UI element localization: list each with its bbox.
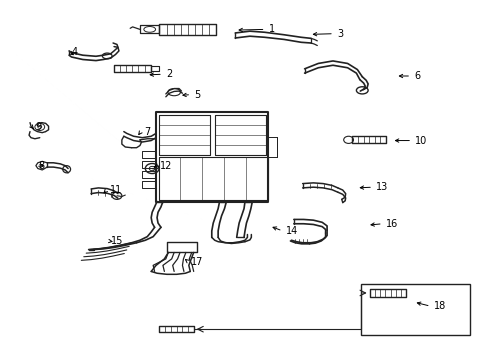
Text: 3: 3: [337, 29, 343, 39]
Text: 12: 12: [160, 161, 172, 171]
Text: 2: 2: [166, 69, 172, 79]
Bar: [143, 150, 155, 158]
Bar: [215, 116, 266, 155]
Bar: [369, 289, 406, 297]
Text: 16: 16: [386, 219, 398, 229]
Text: 11: 11: [110, 185, 122, 195]
Bar: [352, 136, 386, 143]
Bar: [167, 242, 197, 252]
Bar: [361, 284, 470, 335]
Bar: [143, 171, 155, 178]
Bar: [159, 116, 210, 155]
Text: 10: 10: [415, 136, 427, 145]
Bar: [156, 112, 269, 202]
Text: 6: 6: [414, 71, 420, 81]
Text: 15: 15: [111, 236, 123, 246]
Bar: [151, 66, 159, 71]
Text: 18: 18: [434, 301, 446, 311]
Text: 1: 1: [269, 24, 274, 35]
Bar: [269, 137, 277, 157]
Bar: [114, 64, 151, 72]
Bar: [143, 161, 155, 168]
Text: 9: 9: [35, 122, 41, 132]
Text: 5: 5: [194, 90, 200, 100]
Text: 13: 13: [376, 182, 388, 192]
Bar: [159, 157, 268, 200]
Text: 14: 14: [286, 226, 298, 236]
Bar: [159, 326, 194, 332]
Bar: [140, 26, 159, 33]
Bar: [159, 24, 216, 35]
Text: 17: 17: [191, 257, 204, 267]
Text: 7: 7: [144, 127, 150, 136]
Bar: [143, 181, 155, 188]
Text: 4: 4: [72, 46, 78, 57]
Text: 8: 8: [39, 161, 45, 171]
